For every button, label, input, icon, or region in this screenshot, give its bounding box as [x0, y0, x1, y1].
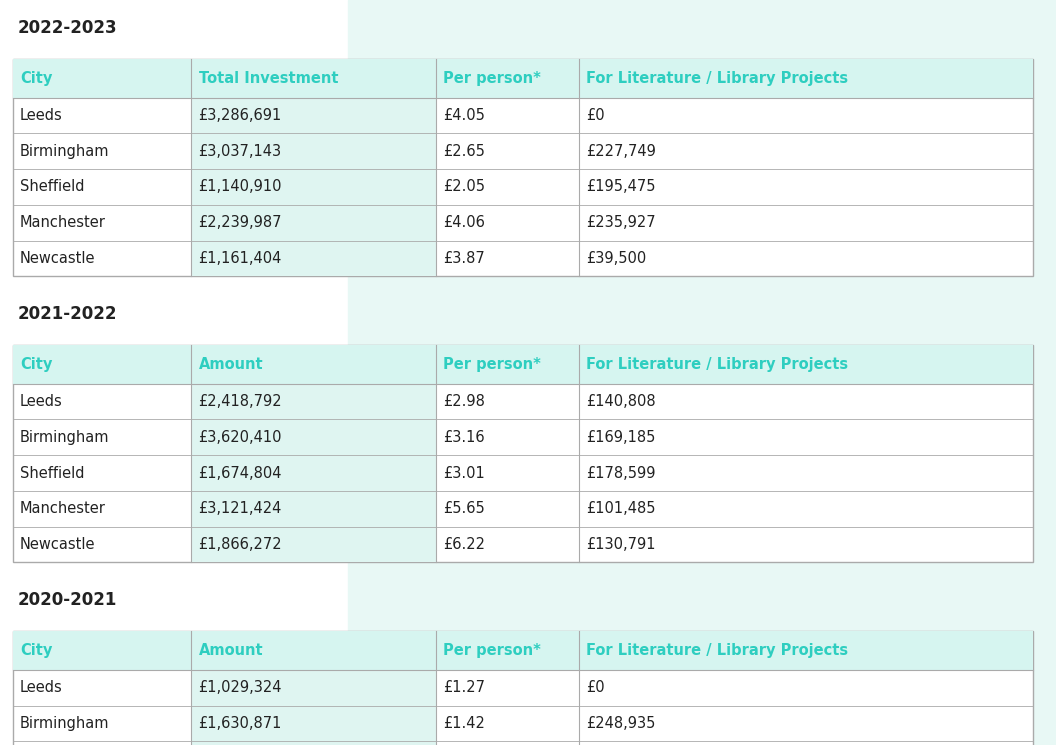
Text: Sheffield: Sheffield — [20, 180, 84, 194]
Text: £0: £0 — [586, 680, 605, 695]
Text: City: City — [20, 71, 53, 86]
Text: City: City — [20, 643, 53, 658]
Text: £1,029,324: £1,029,324 — [199, 680, 282, 695]
Text: £2,239,987: £2,239,987 — [199, 215, 282, 230]
Bar — [191, 205, 436, 241]
Text: £2,418,792: £2,418,792 — [199, 394, 282, 409]
Text: Sheffield: Sheffield — [20, 466, 84, 481]
Text: £235,927: £235,927 — [586, 215, 656, 230]
Text: £140,808: £140,808 — [586, 394, 656, 409]
Text: £3.16: £3.16 — [444, 430, 485, 445]
Text: £3,286,691: £3,286,691 — [199, 108, 282, 123]
Text: £2.65: £2.65 — [444, 144, 486, 159]
Text: £178,599: £178,599 — [586, 466, 656, 481]
Bar — [191, 98, 436, 133]
Text: £3,620,410: £3,620,410 — [199, 430, 282, 445]
Text: Manchester: Manchester — [20, 215, 106, 230]
Text: Leeds: Leeds — [20, 108, 62, 123]
Text: £1,140,910: £1,140,910 — [199, 180, 282, 194]
Text: Per person*: Per person* — [444, 71, 542, 86]
Text: £5.65: £5.65 — [444, 501, 485, 516]
Text: £4.06: £4.06 — [444, 215, 486, 230]
Bar — [191, 527, 436, 562]
Bar — [191, 706, 436, 741]
Text: £2.05: £2.05 — [444, 180, 486, 194]
Text: For Literature / Library Projects: For Literature / Library Projects — [586, 643, 848, 658]
Text: £130,791: £130,791 — [586, 537, 656, 552]
Text: £1.42: £1.42 — [444, 716, 486, 731]
Bar — [191, 419, 436, 455]
Text: £1,630,871: £1,630,871 — [199, 716, 282, 731]
Text: £1,674,804: £1,674,804 — [199, 466, 282, 481]
Text: £101,485: £101,485 — [586, 501, 656, 516]
Text: £1.27: £1.27 — [444, 680, 486, 695]
Text: Newcastle: Newcastle — [20, 251, 95, 266]
Text: Birmingham: Birmingham — [20, 144, 110, 159]
Text: £6.22: £6.22 — [444, 537, 486, 552]
Bar — [13, 59, 1033, 98]
Bar — [191, 133, 436, 169]
Text: £248,935: £248,935 — [586, 716, 656, 731]
Text: Newcastle: Newcastle — [20, 537, 95, 552]
Text: Amount: Amount — [199, 643, 263, 658]
Text: £195,475: £195,475 — [586, 180, 656, 194]
Text: £2.98: £2.98 — [444, 394, 486, 409]
Text: £3,037,143: £3,037,143 — [199, 144, 282, 159]
Text: £39,500: £39,500 — [586, 251, 646, 266]
Bar — [13, 345, 1033, 384]
Bar — [191, 741, 436, 745]
Text: Per person*: Per person* — [444, 357, 542, 372]
Text: Birmingham: Birmingham — [20, 430, 110, 445]
Text: £0: £0 — [586, 108, 605, 123]
Text: 2022-2023: 2022-2023 — [18, 19, 117, 37]
Text: City: City — [20, 357, 53, 372]
Bar — [13, 631, 1033, 670]
Text: 2021-2022: 2021-2022 — [18, 305, 117, 323]
Text: £227,749: £227,749 — [586, 144, 656, 159]
Bar — [191, 491, 436, 527]
Text: Total Investment: Total Investment — [199, 71, 338, 86]
Text: For Literature / Library Projects: For Literature / Library Projects — [586, 357, 848, 372]
Bar — [191, 241, 436, 276]
Text: Manchester: Manchester — [20, 501, 106, 516]
Text: 2020-2021: 2020-2021 — [18, 591, 117, 609]
Text: Per person*: Per person* — [444, 643, 542, 658]
Text: £4.05: £4.05 — [444, 108, 486, 123]
Text: For Literature / Library Projects: For Literature / Library Projects — [586, 71, 848, 86]
Text: Leeds: Leeds — [20, 394, 62, 409]
Bar — [191, 670, 436, 706]
Text: £3.01: £3.01 — [444, 466, 485, 481]
Text: Birmingham: Birmingham — [20, 716, 110, 731]
Bar — [191, 169, 436, 205]
Text: £3.87: £3.87 — [444, 251, 485, 266]
Text: £169,185: £169,185 — [586, 430, 656, 445]
Bar — [191, 384, 436, 419]
Text: Leeds: Leeds — [20, 680, 62, 695]
Text: Amount: Amount — [199, 357, 263, 372]
Text: £1,866,272: £1,866,272 — [199, 537, 282, 552]
Text: £3,121,424: £3,121,424 — [199, 501, 282, 516]
Bar — [191, 455, 436, 491]
Text: £1,161,404: £1,161,404 — [199, 251, 282, 266]
